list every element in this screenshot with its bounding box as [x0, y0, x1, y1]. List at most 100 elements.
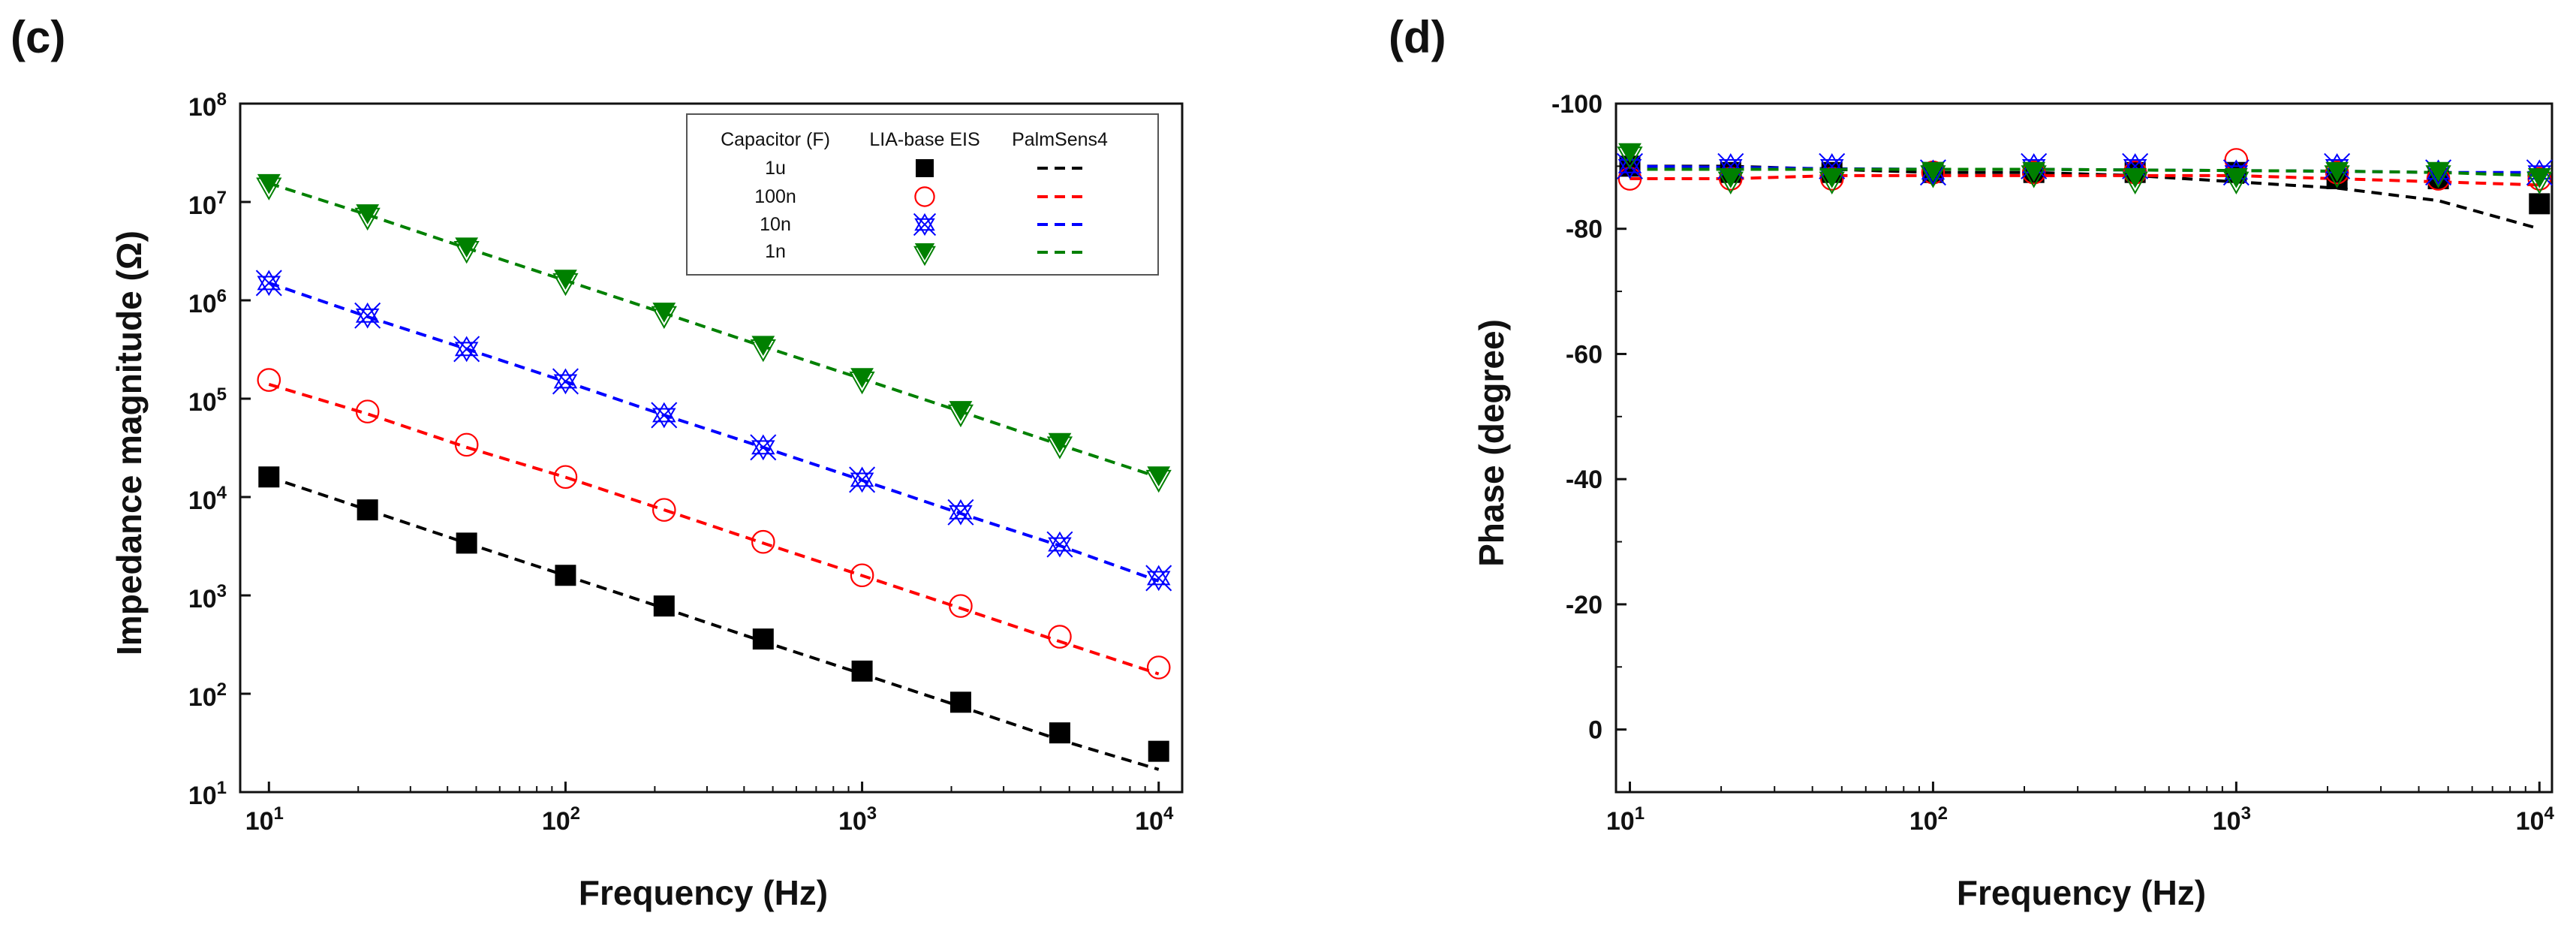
plot-frame — [1615, 102, 2553, 794]
triangle-open — [453, 240, 480, 264]
data-point-1u — [752, 628, 774, 650]
y-tick-label: 104 — [188, 483, 227, 515]
triangle-filled — [356, 204, 380, 224]
data-point-1u — [851, 660, 873, 682]
data-point-10n — [354, 302, 381, 329]
data-point-100n — [751, 529, 775, 554]
series-line-1n — [268, 182, 1160, 479]
y-tick-label: 103 — [188, 581, 227, 613]
star-stroke — [750, 434, 777, 461]
triangle-open — [1145, 469, 1172, 493]
data-point-10n — [849, 466, 876, 493]
y-tick-label: -20 — [1566, 591, 1602, 619]
star-triangle — [257, 276, 281, 297]
triangle-filled — [2325, 161, 2349, 182]
triangle-filled — [1921, 161, 1945, 182]
y-tick-label: -40 — [1566, 466, 1602, 494]
data-point-1u — [555, 565, 576, 586]
data-point-100n — [1146, 655, 1171, 679]
triangle-filled — [2123, 168, 2147, 188]
data-point-100n — [257, 368, 281, 392]
star-triangle — [751, 440, 775, 461]
y-tick-label: 107 — [188, 188, 227, 220]
x-tick-label: 101 — [1606, 803, 1645, 836]
triangle-open — [2122, 171, 2148, 194]
x-tick-label: 102 — [1909, 803, 1948, 836]
data-point-1n — [453, 237, 480, 264]
plot-frame — [239, 102, 1184, 794]
star-stroke — [1046, 531, 1073, 558]
series-line-100n — [1630, 173, 2540, 187]
y-tick-label: -60 — [1566, 340, 1602, 369]
y-tick-label: 101 — [188, 778, 227, 810]
star-stroke — [651, 402, 678, 429]
triangle-open — [2526, 171, 2553, 194]
star-triangle — [1146, 565, 1171, 586]
star-stroke — [1717, 152, 1744, 179]
x-tick-label: 103 — [838, 803, 877, 836]
data-point-1n — [2425, 161, 2451, 188]
star-triangle — [949, 505, 973, 526]
data-point-1n — [2122, 168, 2148, 194]
star-stroke — [552, 368, 579, 395]
legend-marker-1n — [913, 243, 936, 267]
data-point-10n — [750, 434, 777, 461]
y-tick-label: 102 — [188, 679, 227, 712]
triangle-open — [2425, 165, 2451, 188]
star-triangle — [553, 374, 578, 395]
triangle-filled — [1719, 168, 1743, 188]
star-triangle — [355, 302, 380, 323]
legend-row-label: 100n — [754, 186, 796, 207]
triangle-filled — [554, 270, 577, 290]
y-tick-label: 0 — [1588, 716, 1602, 745]
triangle-filled — [1048, 432, 1072, 453]
legend-row-label: 1n — [765, 241, 786, 262]
data-point-1u — [949, 691, 971, 713]
star-triangle — [914, 218, 935, 237]
data-point-1u — [1049, 722, 1070, 744]
data-point-1n — [1145, 466, 1172, 493]
data-point-1n — [947, 401, 974, 428]
data-point-1n — [2324, 161, 2350, 188]
chart-c-y-axis-title: Impedance magnitude (Ω) — [110, 230, 149, 655]
impedance-chart: 101 102 103 104 101 102 103 104 105 106 107 108 — [188, 89, 1184, 836]
star-triangle — [751, 434, 775, 455]
series-line-1u — [1630, 164, 2540, 230]
data-point-10n — [1145, 565, 1172, 592]
data-point-100n — [553, 465, 578, 490]
data-point-1n — [2223, 168, 2249, 194]
y-tick-label: -100 — [1551, 90, 1602, 119]
data-point-1n — [750, 336, 776, 363]
triangle-open — [750, 339, 776, 363]
x-tick-label: 104 — [1135, 803, 1174, 836]
star-triangle — [1618, 152, 1642, 173]
triangle-open — [1717, 171, 1744, 194]
data-point-100n — [1718, 167, 1743, 191]
data-point-1n — [1920, 161, 1946, 188]
triangle-open — [2021, 165, 2047, 188]
series-line-100n — [268, 382, 1160, 676]
data-point-1n — [1617, 143, 1643, 170]
x-tick-label: 103 — [2213, 803, 2251, 836]
data-point-1n — [1819, 168, 1845, 194]
data-point-10n — [552, 368, 579, 395]
triangle-filled — [2022, 161, 2046, 182]
triangle-open — [913, 246, 936, 267]
data-point-100n — [949, 594, 973, 618]
data-point-1n — [354, 204, 381, 231]
y-tick-label: 105 — [188, 384, 227, 417]
data-point-1n — [256, 173, 282, 200]
legend-marker-1u — [916, 159, 934, 177]
star-stroke — [453, 336, 480, 363]
triangle-filled — [1820, 168, 1844, 188]
triangle-filled — [2527, 168, 2551, 188]
triangle-open — [1819, 171, 1845, 194]
series-line-1u — [268, 475, 1160, 771]
triangle-open — [256, 177, 282, 200]
legend-row-label: 10n — [760, 214, 791, 235]
phase-chart: 101 102 103 104 -100 -80 -60 -40 -20 0 — [1551, 90, 2555, 836]
data-point-100n — [652, 498, 676, 522]
x-tick-label: 102 — [542, 803, 580, 836]
star-stroke — [1616, 152, 1643, 179]
